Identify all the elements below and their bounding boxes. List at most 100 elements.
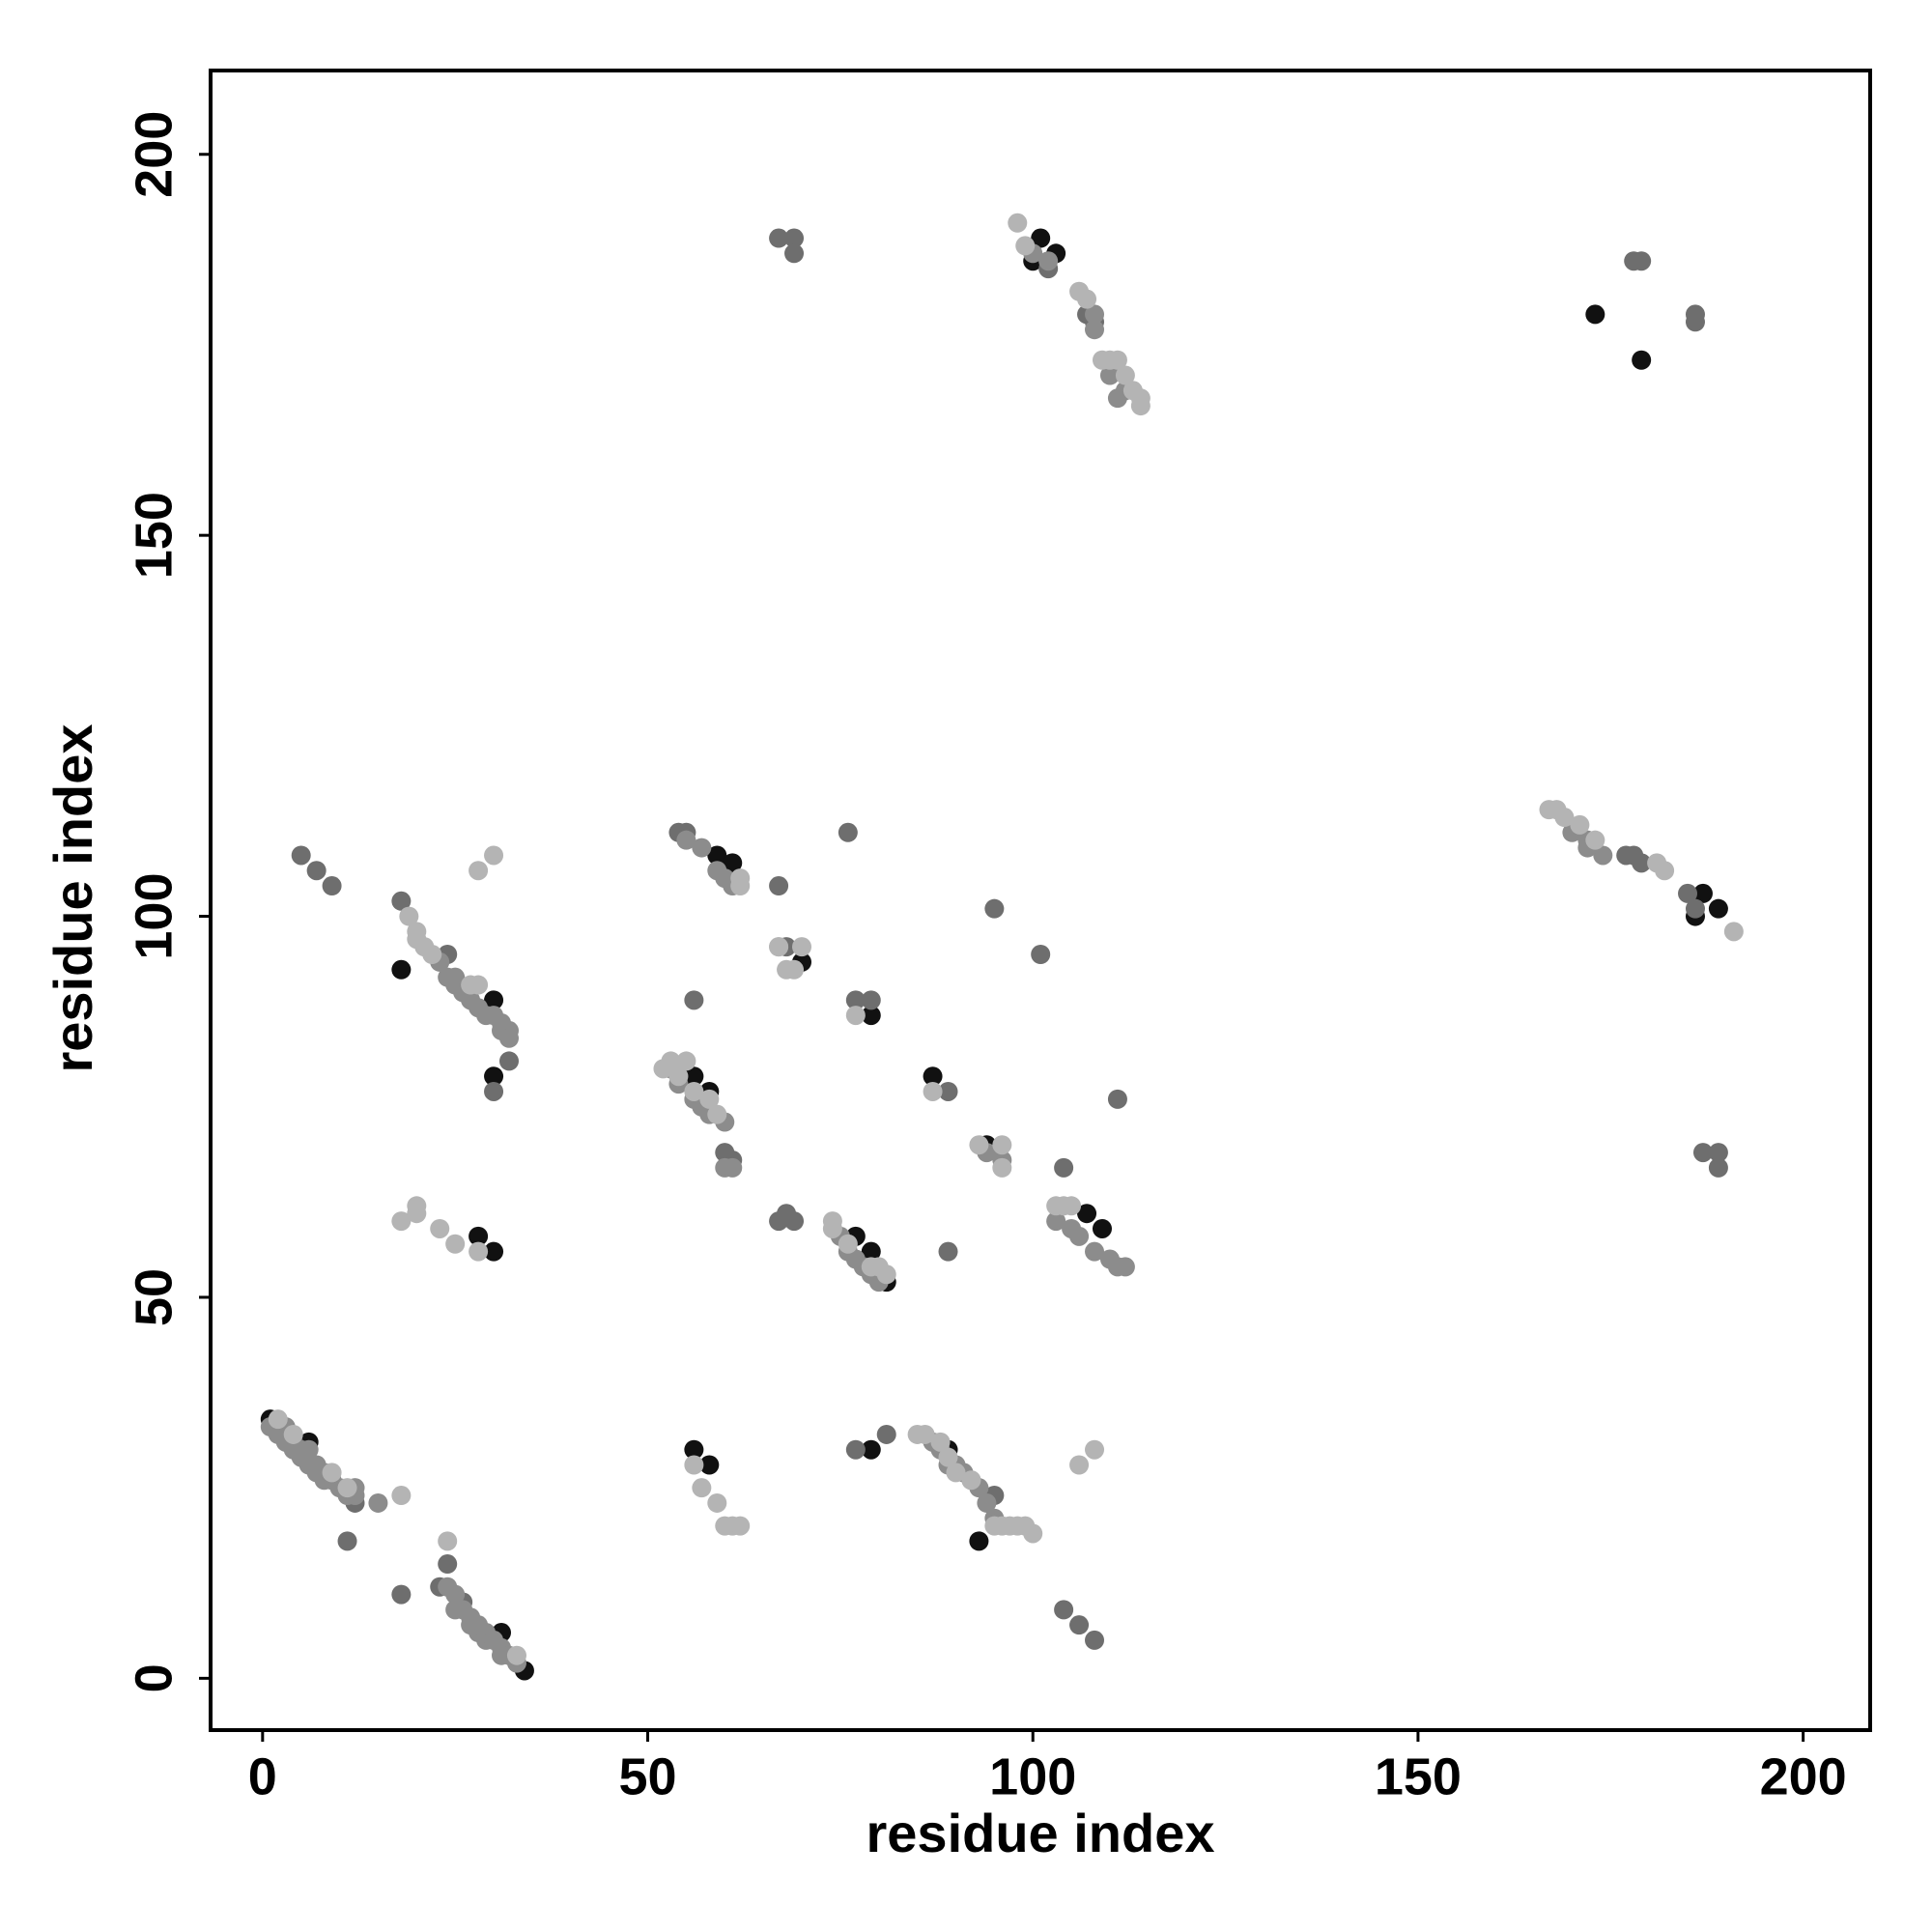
point: [1115, 1257, 1135, 1277]
point: [923, 1081, 943, 1101]
point: [684, 1081, 704, 1101]
point: [784, 243, 805, 264]
point: [1054, 1157, 1074, 1178]
point: [723, 1157, 743, 1178]
point: [1655, 861, 1675, 881]
point: [668, 1066, 689, 1087]
point: [422, 945, 442, 965]
point: [1031, 228, 1051, 248]
point: [1085, 320, 1105, 340]
point: [391, 959, 412, 980]
y-tick-label: 200: [125, 111, 183, 198]
point: [769, 937, 789, 957]
y-tick-label: 150: [125, 492, 183, 579]
point: [1085, 1439, 1105, 1460]
point: [1554, 808, 1575, 828]
point: [723, 853, 743, 873]
point: [1593, 845, 1613, 866]
point: [469, 1241, 489, 1262]
point: [1685, 898, 1705, 919]
point: [1031, 945, 1051, 965]
point: [469, 1226, 489, 1246]
point: [984, 898, 1005, 919]
point: [845, 1439, 866, 1460]
x-tick-label: 50: [618, 1747, 676, 1805]
x-axis-title: residue index: [866, 1803, 1214, 1863]
point: [876, 1264, 896, 1285]
point: [283, 1424, 303, 1444]
point: [1708, 898, 1728, 919]
point: [506, 1645, 526, 1665]
point: [399, 906, 419, 926]
point: [769, 228, 789, 248]
y-tick-label: 100: [125, 873, 183, 960]
point: [938, 1081, 958, 1101]
x-tick-label: 0: [248, 1747, 277, 1805]
x-tick-label: 200: [1760, 1747, 1847, 1805]
point: [784, 228, 805, 248]
point: [938, 1241, 958, 1262]
point: [1692, 883, 1713, 903]
point: [1038, 251, 1059, 271]
point: [707, 845, 727, 866]
point: [407, 1204, 427, 1224]
point: [484, 1066, 504, 1087]
point: [684, 1439, 704, 1460]
point: [1685, 312, 1705, 332]
point: [861, 1439, 881, 1460]
point: [1085, 1630, 1105, 1650]
point: [692, 838, 712, 858]
point: [498, 1028, 519, 1048]
y-tick-label: 0: [125, 1663, 183, 1692]
point: [784, 959, 805, 980]
point: [1632, 251, 1652, 271]
point: [1092, 1218, 1112, 1238]
point: [1107, 1089, 1127, 1109]
point: [391, 891, 412, 911]
point: [1107, 350, 1127, 370]
point: [1008, 213, 1028, 233]
point: [1692, 1143, 1713, 1163]
point: [1708, 1143, 1728, 1163]
point: [438, 1531, 458, 1551]
point: [291, 845, 311, 866]
point: [684, 1455, 704, 1475]
point: [845, 1006, 866, 1026]
point: [992, 1157, 1012, 1178]
point: [661, 1051, 681, 1071]
point: [391, 1584, 412, 1605]
y-tick-label: 50: [125, 1268, 183, 1326]
point: [707, 1104, 727, 1124]
point: [938, 1447, 958, 1467]
x-tick-label: 100: [989, 1747, 1076, 1805]
point: [684, 990, 704, 1010]
point: [461, 975, 481, 995]
point: [1069, 1226, 1090, 1246]
point: [1062, 1196, 1082, 1216]
point: [1632, 853, 1652, 873]
point: [992, 1135, 1012, 1155]
point: [676, 830, 696, 850]
point: [1085, 304, 1105, 325]
point: [322, 876, 342, 896]
point: [961, 1470, 981, 1491]
point: [1708, 1157, 1728, 1178]
point: [337, 1478, 357, 1498]
point: [707, 1492, 727, 1513]
point: [1723, 922, 1744, 942]
point: [730, 1516, 751, 1536]
point: [445, 1584, 466, 1605]
plot-frame: [209, 69, 1872, 1732]
point: [469, 861, 489, 881]
point: [298, 1439, 319, 1460]
point: [792, 937, 812, 957]
point: [1085, 1241, 1105, 1262]
point: [438, 1554, 458, 1575]
point: [1099, 365, 1120, 385]
point: [699, 1089, 720, 1109]
point: [306, 861, 327, 881]
point: [1046, 1211, 1066, 1232]
point: [1570, 814, 1590, 835]
point: [391, 1211, 412, 1232]
